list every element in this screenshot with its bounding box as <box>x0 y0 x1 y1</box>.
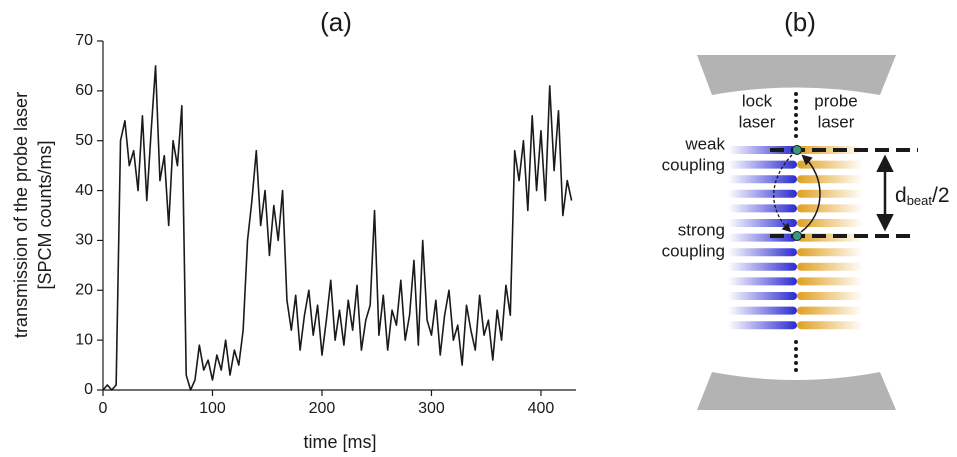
dot <box>794 99 798 103</box>
probe-fringe <box>797 175 863 184</box>
label-main: d <box>895 184 907 207</box>
lock-fringe <box>728 321 797 330</box>
x-tick-label: 400 <box>528 400 555 417</box>
mirror <box>697 55 896 95</box>
probe-fringe <box>797 248 863 257</box>
x-tick-label: 200 <box>309 400 336 417</box>
probe-fringe <box>797 189 863 198</box>
probe-fringe <box>797 306 863 315</box>
standing-waves <box>728 146 863 330</box>
dot <box>794 134 798 138</box>
y-tick-label: 50 <box>75 132 93 149</box>
lock-fringe <box>728 248 797 257</box>
y-tick-label: 10 <box>75 331 93 348</box>
dot <box>794 361 798 365</box>
dot <box>794 113 798 117</box>
label: strong <box>678 220 725 239</box>
label-suffix: /2 <box>932 184 950 207</box>
diagram-title: (b) <box>784 7 816 37</box>
probe-fringe <box>797 146 863 154</box>
dot <box>794 106 798 110</box>
lock-fringe <box>728 292 797 300</box>
y-tick-label: 40 <box>75 182 93 199</box>
y-tick-label: 70 <box>75 32 93 49</box>
x-axis-label: time [ms] <box>303 432 376 452</box>
lock-fringe <box>728 262 797 271</box>
lock-fringe <box>728 160 797 169</box>
label: laser <box>739 112 776 131</box>
probe-fringe <box>797 321 863 330</box>
curved-arrow <box>800 154 821 233</box>
atom <box>792 145 802 155</box>
dot <box>794 368 798 372</box>
dot <box>794 354 798 358</box>
y-tick-label: 0 <box>84 381 93 398</box>
lock-fringe <box>728 306 797 315</box>
lock-fringe <box>728 146 797 154</box>
y-tick-label: 60 <box>75 82 93 99</box>
lock-fringe <box>728 204 797 213</box>
distance-label: dbeat/2 <box>895 184 950 209</box>
cavity-diagram: (b) lock laser probe laser weak coupling… <box>662 7 950 410</box>
lock-fringe <box>728 233 797 242</box>
label: weak <box>684 134 725 153</box>
chart-title: (a) <box>320 7 352 37</box>
x-tick-label: 0 <box>99 400 108 417</box>
label: laser <box>818 112 855 131</box>
curved-arrow <box>773 154 793 233</box>
atom <box>792 231 802 241</box>
data-line <box>102 65 573 391</box>
y-axis-label: [SPCM counts/ms] <box>35 140 55 289</box>
y-axis-label: transmission of the probe laser <box>11 92 31 338</box>
dot <box>794 347 798 351</box>
probe-fringe <box>797 262 863 271</box>
probe-fringe <box>797 292 863 300</box>
lock-fringe <box>728 189 797 198</box>
label: coupling <box>662 155 725 174</box>
probe-fringe <box>797 160 863 169</box>
probe-fringe <box>797 219 863 227</box>
x-tick-label: 300 <box>418 400 445 417</box>
probe-fringe <box>797 277 863 286</box>
dot <box>794 120 798 124</box>
probe-fringe <box>797 204 863 213</box>
dot <box>794 340 798 344</box>
y-tick-label: 30 <box>75 232 93 249</box>
x-tick-label: 100 <box>199 400 226 417</box>
label-sub: beat <box>907 193 933 208</box>
label: probe <box>814 91 857 110</box>
lock-fringe <box>728 175 797 184</box>
dot <box>794 92 798 96</box>
y-tick-label: 20 <box>75 282 93 299</box>
dot <box>794 127 798 131</box>
lock-fringe <box>728 277 797 286</box>
probe-fringe <box>797 233 863 242</box>
lock-fringe <box>728 219 797 227</box>
label: coupling <box>662 241 725 260</box>
axis-dots <box>794 92 798 372</box>
label: lock <box>742 91 773 110</box>
mirror <box>697 372 896 410</box>
